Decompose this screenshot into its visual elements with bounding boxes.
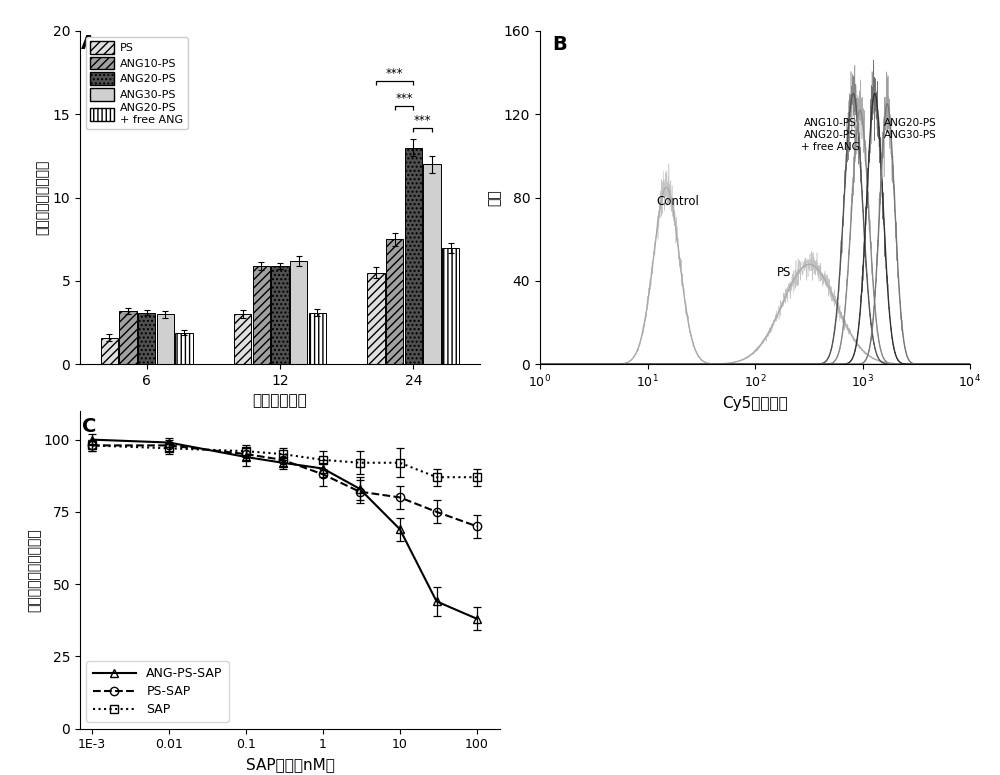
Text: B: B xyxy=(552,35,567,54)
Bar xyxy=(309,312,326,364)
Bar xyxy=(271,266,289,364)
Bar xyxy=(157,315,174,364)
X-axis label: 时间（小时）: 时间（小时） xyxy=(253,394,307,408)
Bar xyxy=(101,338,118,364)
Bar xyxy=(234,315,251,364)
Y-axis label: 穿透比例（百分比）: 穿透比例（百分比） xyxy=(36,160,50,236)
Text: ***: *** xyxy=(395,92,413,105)
Bar xyxy=(423,164,441,364)
Text: C: C xyxy=(82,416,97,436)
Bar xyxy=(138,312,155,364)
Bar xyxy=(253,266,270,364)
Bar xyxy=(175,332,193,364)
Text: ANG20-PS
ANG30-PS: ANG20-PS ANG30-PS xyxy=(884,119,937,140)
Text: PS: PS xyxy=(777,266,791,279)
Bar xyxy=(442,247,459,364)
Legend: ANG-PS-SAP, PS-SAP, SAP: ANG-PS-SAP, PS-SAP, SAP xyxy=(86,661,229,722)
Bar xyxy=(290,261,307,364)
X-axis label: SAP浓度（nM）: SAP浓度（nM） xyxy=(246,756,334,772)
Text: ***: *** xyxy=(414,114,431,127)
X-axis label: Cy5荧光强度: Cy5荧光强度 xyxy=(722,396,788,411)
Text: A: A xyxy=(81,34,96,53)
Bar xyxy=(119,311,137,364)
Y-axis label: 数目: 数目 xyxy=(487,189,501,206)
Bar xyxy=(405,148,422,364)
Bar xyxy=(386,239,403,364)
Text: Control: Control xyxy=(656,195,699,208)
Text: ANG10-PS
ANG20-PS
+ free ANG: ANG10-PS ANG20-PS + free ANG xyxy=(801,119,860,152)
Bar xyxy=(367,273,385,364)
Text: ***: *** xyxy=(386,67,403,80)
Y-axis label: 细胞存活率（百分比）: 细胞存活率（百分比） xyxy=(27,528,41,611)
Legend: PS, ANG10-PS, ANG20-PS, ANG30-PS, ANG20-PS
+ free ANG: PS, ANG10-PS, ANG20-PS, ANG30-PS, ANG20-… xyxy=(86,36,188,129)
